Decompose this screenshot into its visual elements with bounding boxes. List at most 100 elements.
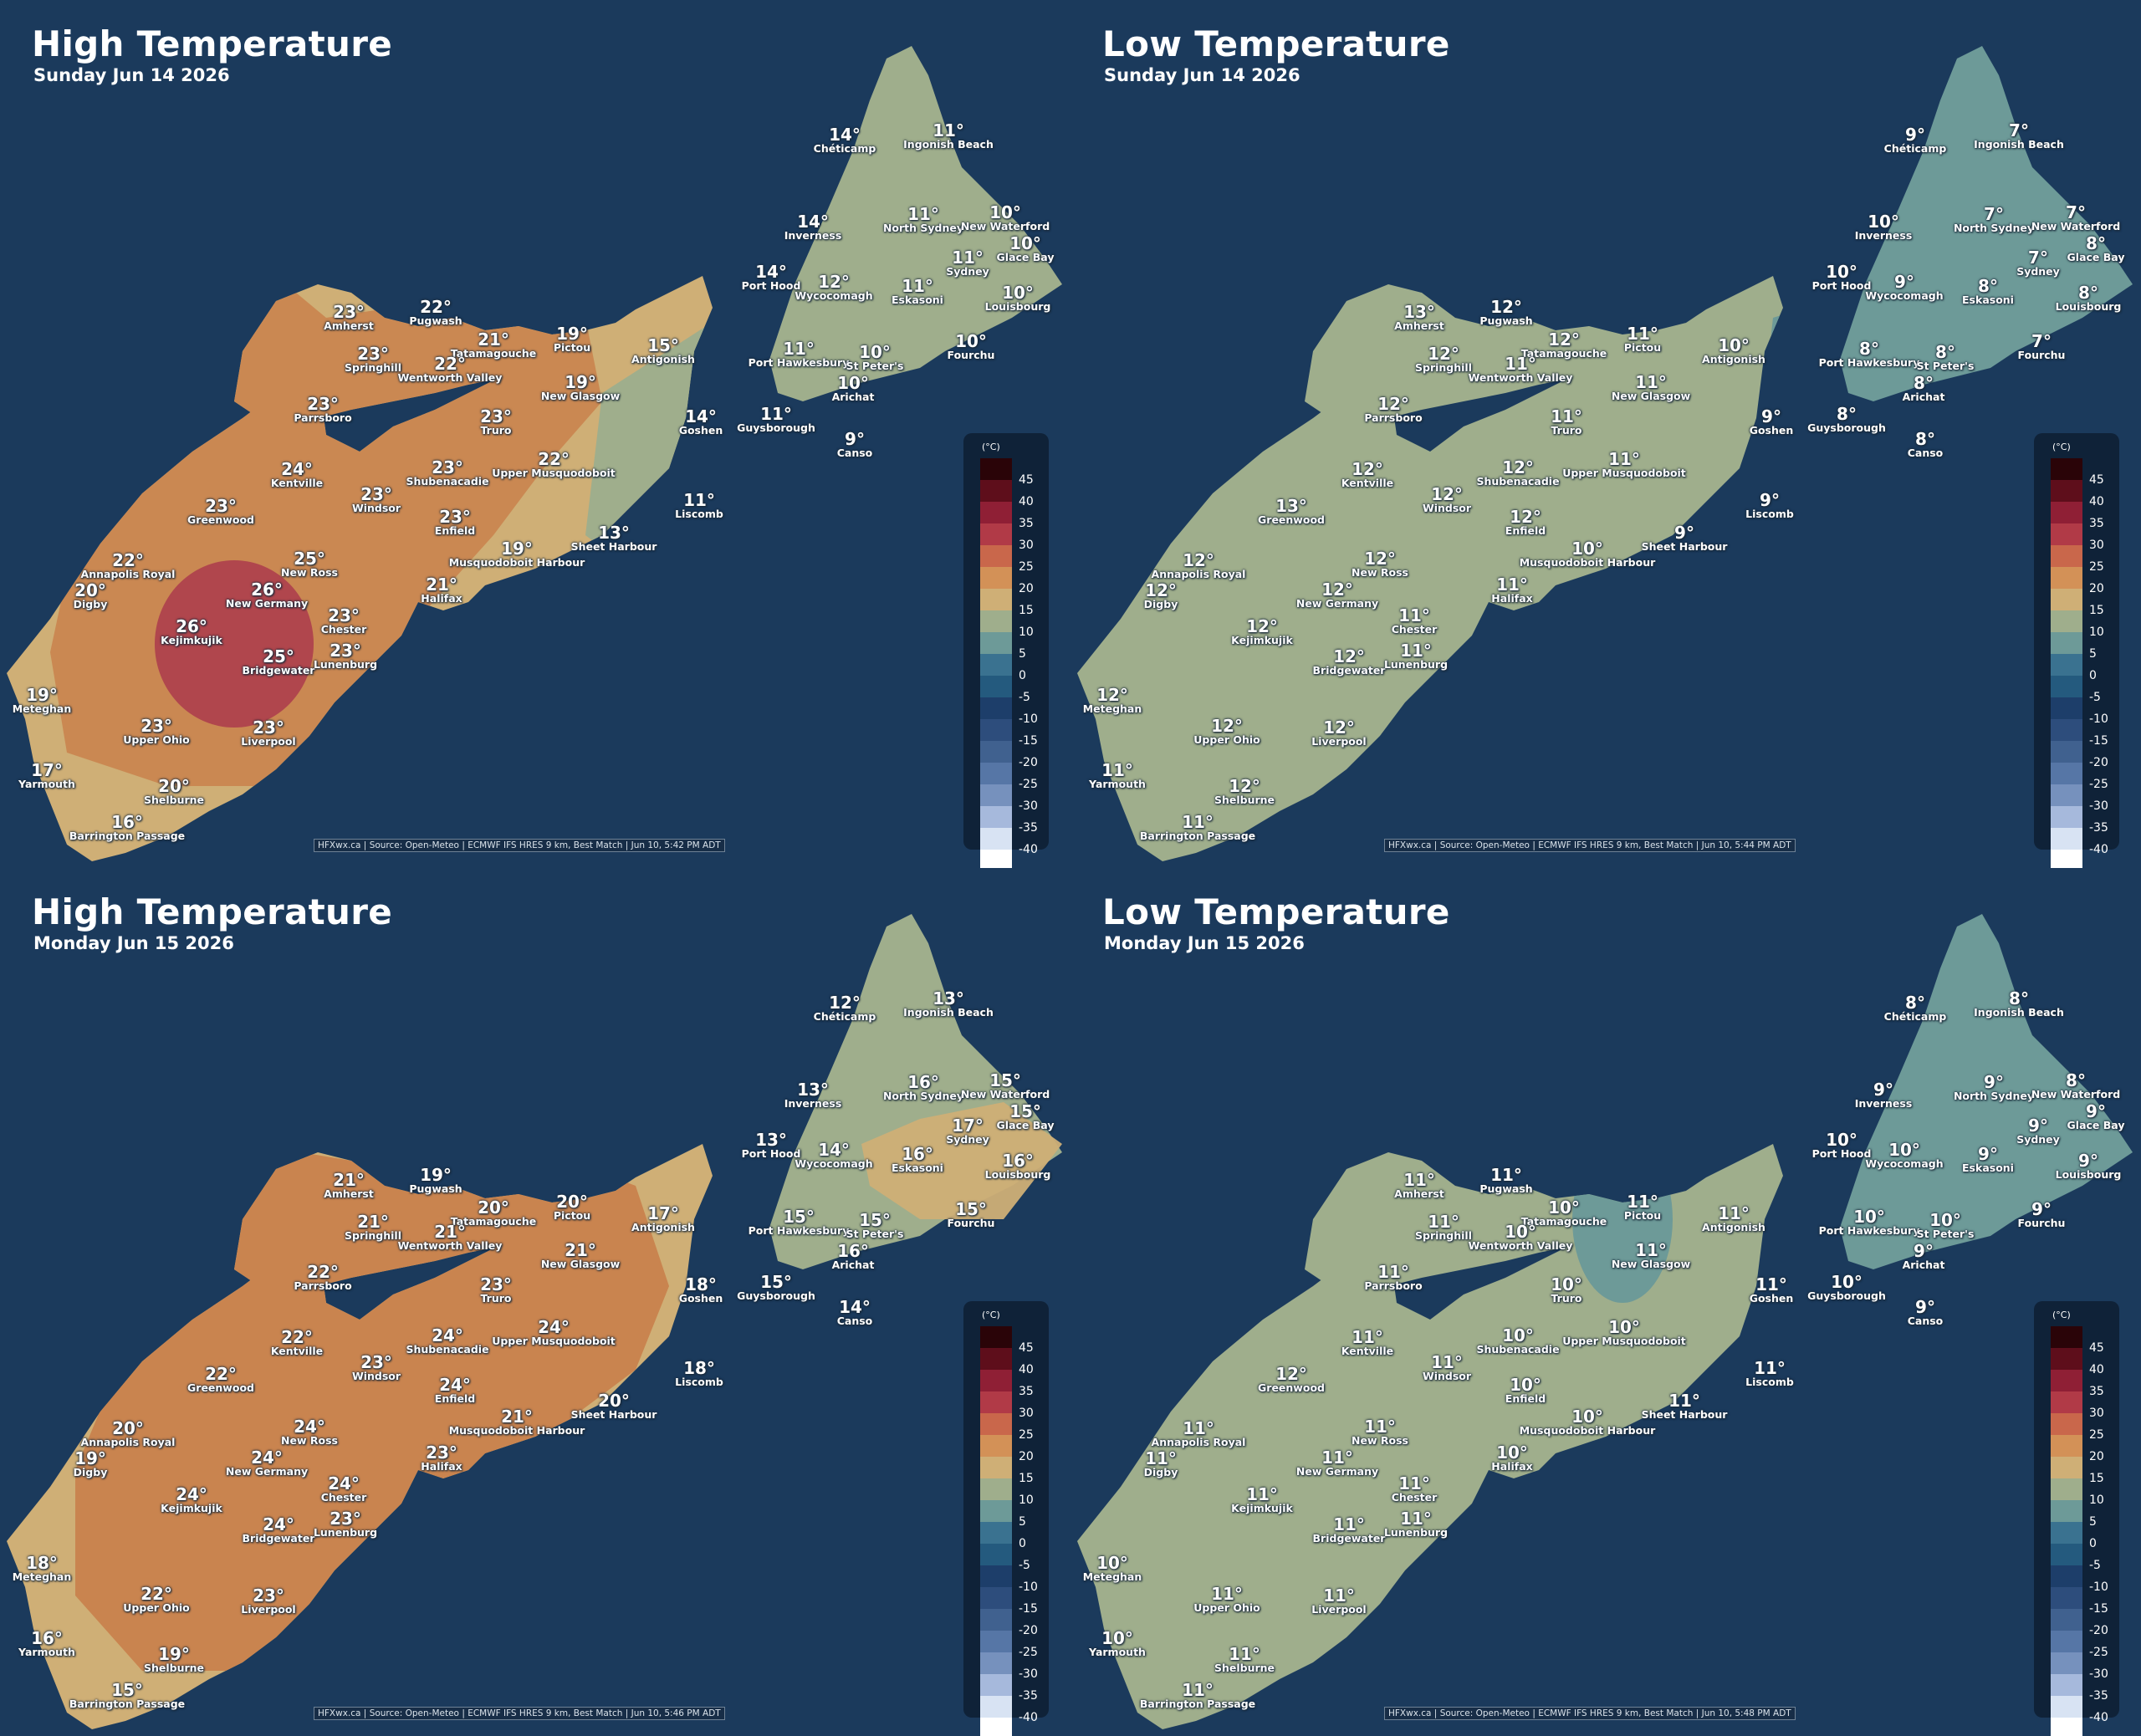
temperature-legend: (°C) 45 40 35 30 25 20 15 10 5 0 -5 -10 -15 -20 -25 -30 -… [963, 433, 1049, 868]
panel-date: Monday Jun 15 2026 [1104, 933, 1305, 953]
legend-swatch [980, 458, 1012, 480]
map-canvas [1077, 914, 2133, 1729]
legend-swatch [2051, 523, 2082, 545]
legend-unit: (°C) [982, 442, 1000, 452]
source-credit: HFXwx.ca | Source: Open-Meteo | ECMWF IF… [314, 1707, 725, 1720]
legend-swatch [980, 523, 1012, 545]
legend-tick-label: -20 [2089, 1624, 2108, 1637]
legend-swatch [980, 676, 1012, 697]
legend-swatch [980, 1696, 1012, 1718]
legend-swatch [980, 632, 1012, 654]
legend-tick-label: 20 [2089, 1450, 2104, 1463]
legend-tick-label: -15 [2089, 1602, 2108, 1616]
legend-tick-label: 45 [1019, 1341, 1034, 1355]
legend-tick-label: 40 [1019, 1363, 1034, 1376]
panel-title: Low Temperature [1102, 23, 1450, 64]
legend-swatch [980, 1522, 1012, 1544]
legend-tick-label: -5 [1019, 1559, 1030, 1572]
legend-swatch [2051, 1587, 2082, 1609]
legend-tick-label: -40 [2089, 843, 2108, 856]
legend-swatch [980, 1652, 1012, 1674]
legend-swatch [980, 1478, 1012, 1500]
legend-tick-label: -35 [1019, 1689, 1038, 1703]
legend-tick-label: -30 [1019, 1667, 1038, 1681]
legend-tick-label: -25 [2089, 1646, 2108, 1659]
legend-tick-label: -15 [1019, 1602, 1038, 1616]
legend-tick-label: 15 [1019, 604, 1034, 617]
legend-swatch [2051, 458, 2082, 480]
panel-title: Low Temperature [1102, 891, 1450, 932]
legend-tick-label: 30 [2089, 1407, 2104, 1420]
legend-swatch [980, 1435, 1012, 1457]
legend-swatch [2051, 1631, 2082, 1652]
legend-swatch [980, 784, 1012, 806]
legend-tick-label: 40 [2089, 495, 2104, 508]
legend-tick-label: 25 [1019, 1428, 1034, 1442]
legend-swatch [2051, 1413, 2082, 1435]
legend-tick-label: -35 [2089, 1689, 2108, 1703]
legend-tick-label: -5 [2089, 1559, 2101, 1572]
legend-unit: (°C) [2052, 1310, 2071, 1320]
map-canvas [7, 914, 1062, 1729]
legend-swatch [2051, 1478, 2082, 1500]
legend-swatch [2051, 1500, 2082, 1522]
legend-swatch [2051, 1522, 2082, 1544]
source-credit: HFXwx.ca | Source: Open-Meteo | ECMWF IF… [314, 839, 725, 852]
legend-swatch [2051, 480, 2082, 502]
legend-swatch [980, 1326, 1012, 1348]
legend-swatch [980, 567, 1012, 589]
legend-tick-label: -25 [1019, 1646, 1038, 1659]
legend-tick-label: -10 [2089, 1580, 2108, 1594]
legend-swatch [2051, 1652, 2082, 1674]
legend-swatch [2051, 1348, 2082, 1370]
legend-tick-label: 10 [2089, 1493, 2104, 1507]
legend-swatch [2051, 545, 2082, 567]
legend-swatch [2051, 1674, 2082, 1696]
legend-tick-label: 10 [1019, 625, 1034, 639]
legend-tick-label: 20 [2089, 582, 2104, 595]
legend-tick-label: 5 [2089, 1515, 2097, 1529]
legend-swatch [980, 1718, 1012, 1736]
panel-date: Sunday Jun 14 2026 [33, 65, 230, 85]
legend-swatch [980, 806, 1012, 828]
legend-swatch [980, 545, 1012, 567]
source-credit: HFXwx.ca | Source: Open-Meteo | ECMWF IF… [1384, 1707, 1796, 1720]
temperature-legend: (°C) 45 40 35 30 25 20 15 10 5 0 -5 -10 -15 -20 -25 -30 -… [2034, 433, 2119, 868]
legend-swatch [980, 828, 1012, 850]
legend-tick-label: 5 [1019, 1515, 1026, 1529]
panel-date: Sunday Jun 14 2026 [1104, 65, 1300, 85]
legend-swatch [980, 1631, 1012, 1652]
legend-swatch [2051, 1718, 2082, 1736]
legend-tick-label: 15 [2089, 604, 2104, 617]
legend-tick-label: 35 [1019, 517, 1034, 530]
legend-swatch [2051, 502, 2082, 523]
panel-date: Monday Jun 15 2026 [33, 933, 234, 953]
panel-high-sunday: High Temperature Sunday Jun 14 2026 14° C… [0, 0, 1070, 868]
legend-swatch [980, 589, 1012, 610]
legend-tick-label: -25 [1019, 778, 1038, 791]
legend-tick-label: -20 [2089, 756, 2108, 769]
legend-swatch [980, 1348, 1012, 1370]
legend-swatch [2051, 1457, 2082, 1478]
legend-swatch [980, 654, 1012, 676]
legend-unit: (°C) [982, 1310, 1000, 1320]
legend-tick-label: 5 [2089, 647, 2097, 661]
legend-tick-label: -25 [2089, 778, 2108, 791]
legend-tick-label: -10 [1019, 1580, 1038, 1594]
legend-swatch [980, 763, 1012, 784]
legend-tick-label: -5 [1019, 691, 1030, 704]
legend-swatch [980, 719, 1012, 741]
legend-tick-label: -10 [2089, 712, 2108, 726]
legend-tick-label: -35 [2089, 821, 2108, 835]
legend-tick-label: -20 [1019, 1624, 1038, 1637]
legend-tick-label: 5 [1019, 647, 1026, 661]
legend-swatch [2051, 610, 2082, 632]
legend-tick-label: -30 [2089, 1667, 2108, 1681]
legend-tick-label: 45 [1019, 473, 1034, 487]
panel-low-monday: Low Temperature Monday Jun 15 2026 8° Ché… [1070, 868, 2141, 1736]
legend-swatch [980, 480, 1012, 502]
legend-tick-label: -10 [1019, 712, 1038, 726]
panel-low-sunday: Low Temperature Sunday Jun 14 2026 9° Ché… [1070, 0, 2141, 868]
legend-swatch [2051, 654, 2082, 676]
legend-swatch [2051, 1391, 2082, 1413]
